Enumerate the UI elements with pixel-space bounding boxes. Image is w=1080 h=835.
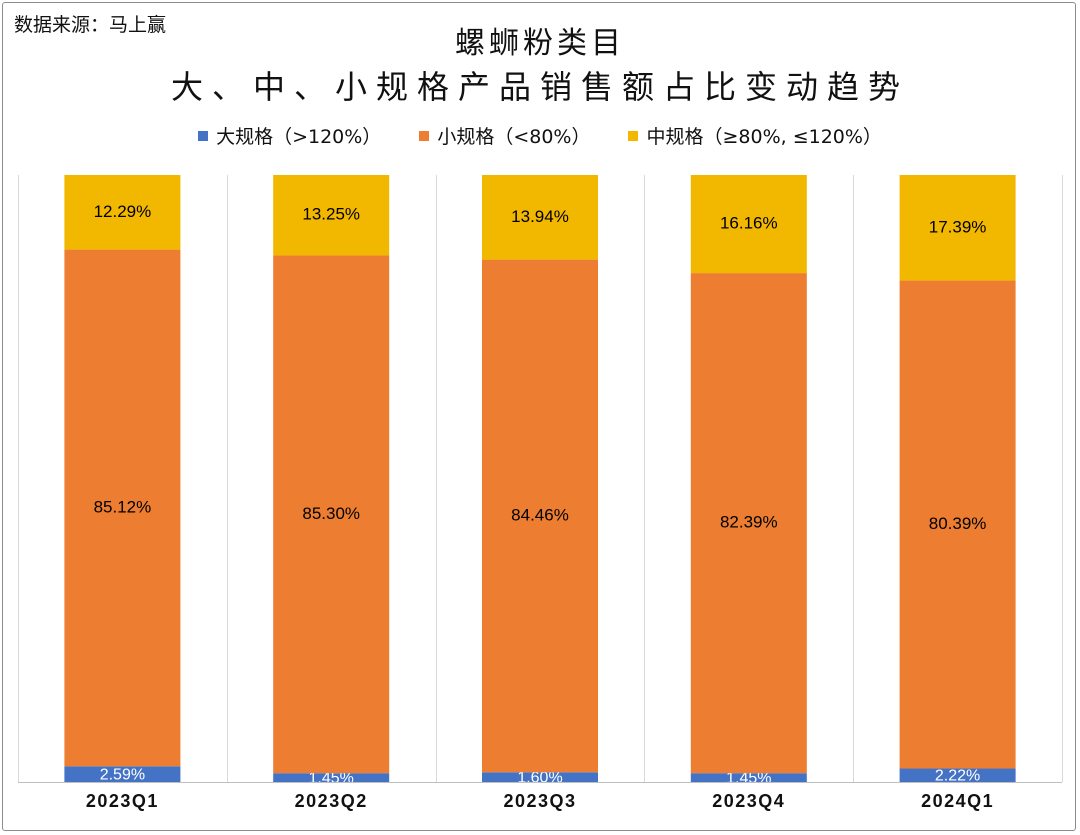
bar-label-small-2024Q1: 80.39% [929,514,987,533]
bar-medium-2023Q1 [64,175,181,250]
bar-label-large-2024Q1: 2.22% [935,767,980,784]
bar-label-medium-2023Q4: 16.16% [720,214,778,233]
category-label-2024Q1: 2024Q1 [921,791,994,811]
category-label-2023Q2: 2023Q2 [295,791,368,811]
bar-small-2023Q2 [273,255,390,774]
category-label-2023Q3: 2023Q3 [503,791,576,811]
source-note: 数据来源：马上赢 [14,14,167,36]
bar-label-large-2023Q1: 2.59% [100,766,145,783]
bar-large-2023Q3 [482,772,598,782]
bar-medium-2024Q1 [899,175,1016,281]
bar-small-2023Q4 [690,273,807,774]
bar-label-medium-2023Q2: 13.25% [302,205,360,224]
legend-swatch-large [198,130,209,141]
bar-large-2023Q1 [64,766,181,782]
chart-title-line1: 螺蛳粉类目 [455,26,625,61]
bar-label-small-2023Q4: 82.39% [720,513,778,532]
legend-swatch-medium [628,130,639,141]
category-label-2023Q1: 2023Q1 [86,791,159,811]
legend-label-small: 小规格（<80%） [437,126,591,148]
bar-large-2023Q4 [690,773,807,782]
bar-small-2023Q3 [482,259,598,773]
bar-medium-2023Q3 [482,175,598,260]
bar-medium-2023Q4 [690,175,807,274]
chart-title-line2: 大、中、小规格产品销售额占比变动趋势 [170,68,909,106]
bar-small-2024Q1 [899,280,1016,769]
bar-small-2023Q1 [64,249,181,767]
bar-label-small-2023Q2: 85.30% [302,504,360,523]
bar-large-2023Q2 [273,773,390,782]
bar-label-medium-2023Q1: 12.29% [94,202,152,221]
bar-label-medium-2023Q3: 13.94% [511,207,569,226]
legend-label-medium: 中规格（≥80%, ≤120%） [646,126,882,148]
legend-item-medium: 中规格（≥80%, ≤120%） [628,122,882,149]
bar-label-medium-2024Q1: 17.39% [929,217,987,236]
legend-item-large: 大规格（>120%） [198,122,381,149]
category-label-2023Q4: 2023Q4 [712,791,785,811]
bar-large-2024Q1 [899,768,1016,782]
legend-item-small: 小规格（<80%） [419,122,590,149]
legend-label-large: 大规格（>120%） [216,126,382,148]
bar-medium-2023Q2 [273,175,390,256]
legend-swatch-small [419,130,430,141]
legend: 大规格（>120%） 小规格（<80%） 中规格（≥80%, ≤120%） [0,122,1080,149]
bar-label-small-2023Q3: 84.46% [511,505,569,524]
bar-label-small-2023Q1: 85.12% [94,497,152,516]
